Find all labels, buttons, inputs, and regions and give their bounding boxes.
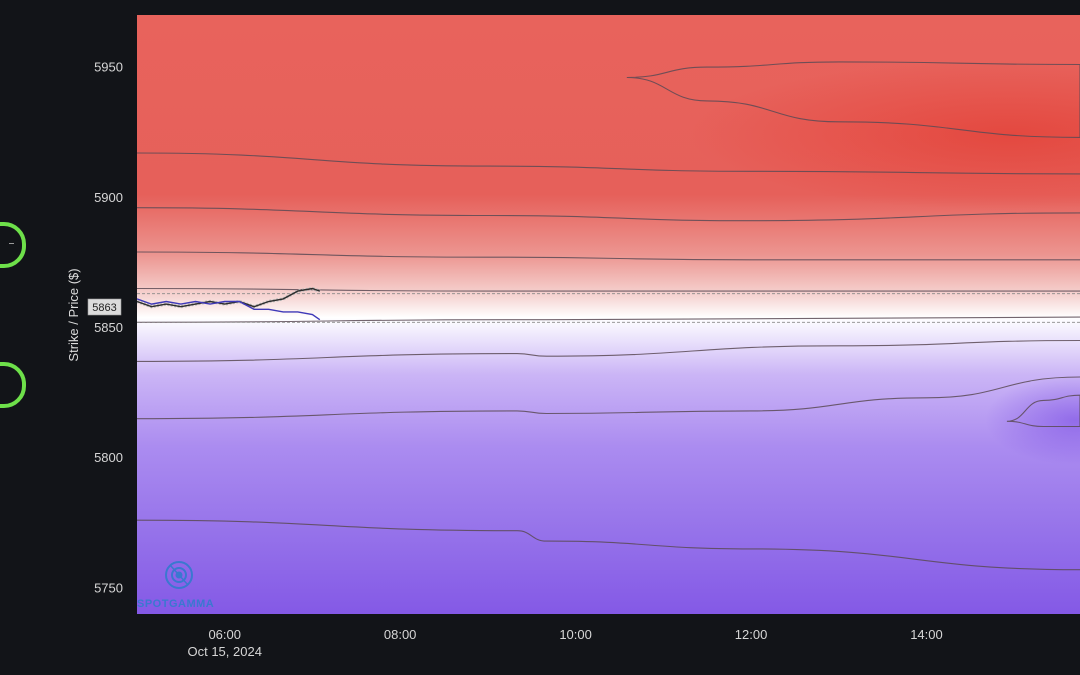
logo-icon	[165, 561, 193, 589]
contour-line	[137, 376, 1080, 420]
contour-line	[137, 152, 1080, 175]
heatmap-hot-spot	[690, 60, 1080, 210]
price-series	[137, 286, 321, 321]
series-line	[137, 298, 321, 321]
logo-text: SPOTGAMMA	[137, 598, 214, 610]
heatmap-cool-spot	[985, 375, 1080, 465]
y-tick-label: 5750	[94, 580, 123, 595]
y-tick-label: 5850	[94, 320, 123, 335]
y-tick-label: 5800	[94, 450, 123, 465]
contour-line	[137, 316, 1080, 323]
contour-lines	[137, 61, 1080, 571]
x-tick-sublabel: Oct 15, 2024	[187, 644, 261, 659]
x-tick-label: 10:00	[559, 627, 592, 642]
contour-line	[137, 207, 1080, 222]
side-control-mark	[9, 243, 14, 244]
y-tick-label: 5950	[94, 60, 123, 75]
contour-line	[137, 519, 1080, 571]
closed-contour	[1006, 394, 1080, 428]
y-axis-label: Strike / Price ($)	[66, 268, 81, 361]
side-control-lower[interactable]	[0, 362, 26, 408]
y-tick-label: 5900	[94, 190, 123, 205]
side-control-upper[interactable]	[0, 222, 26, 268]
x-tick-label: 06:00	[208, 627, 241, 642]
x-tick-label: 12:00	[735, 627, 768, 642]
closed-contour	[626, 61, 1080, 138]
x-tick-label: 14:00	[910, 627, 943, 642]
contour-line	[137, 251, 1080, 261]
current-price-tag: 5863	[87, 298, 122, 316]
series-line	[137, 287, 321, 308]
spotgamma-logo: SPOTGAMMA	[137, 561, 214, 610]
contour-line	[137, 339, 1080, 362]
x-axis: 06:00 Oct 15, 2024 08:00 10:00 12:00 14:00	[187, 627, 942, 659]
current-price-label: 5863	[92, 302, 116, 314]
y-axis: 5750 5800 5850 5900 5950	[94, 60, 123, 596]
x-tick-label: 08:00	[384, 627, 417, 642]
